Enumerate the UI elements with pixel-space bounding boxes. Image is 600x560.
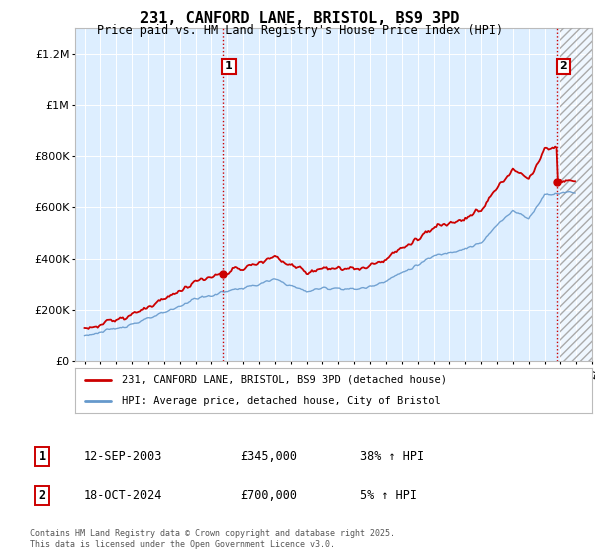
Text: £345,000: £345,000: [240, 450, 297, 463]
Text: 1: 1: [38, 450, 46, 463]
Text: 1: 1: [225, 62, 233, 72]
Text: Price paid vs. HM Land Registry's House Price Index (HPI): Price paid vs. HM Land Registry's House …: [97, 24, 503, 37]
Text: 231, CANFORD LANE, BRISTOL, BS9 3PD (detached house): 231, CANFORD LANE, BRISTOL, BS9 3PD (det…: [122, 375, 446, 385]
Bar: [560, 28, 600, 361]
Text: Contains HM Land Registry data © Crown copyright and database right 2025.
This d: Contains HM Land Registry data © Crown c…: [30, 529, 395, 549]
Text: 38% ↑ HPI: 38% ↑ HPI: [360, 450, 424, 463]
Text: 12-SEP-2003: 12-SEP-2003: [84, 450, 163, 463]
Text: 2: 2: [560, 62, 567, 72]
Text: 5% ↑ HPI: 5% ↑ HPI: [360, 489, 417, 502]
Text: HPI: Average price, detached house, City of Bristol: HPI: Average price, detached house, City…: [122, 396, 440, 406]
Text: 2: 2: [38, 489, 46, 502]
Text: £700,000: £700,000: [240, 489, 297, 502]
Text: 18-OCT-2024: 18-OCT-2024: [84, 489, 163, 502]
Text: 231, CANFORD LANE, BRISTOL, BS9 3PD: 231, CANFORD LANE, BRISTOL, BS9 3PD: [140, 11, 460, 26]
Bar: [560, 28, 600, 361]
